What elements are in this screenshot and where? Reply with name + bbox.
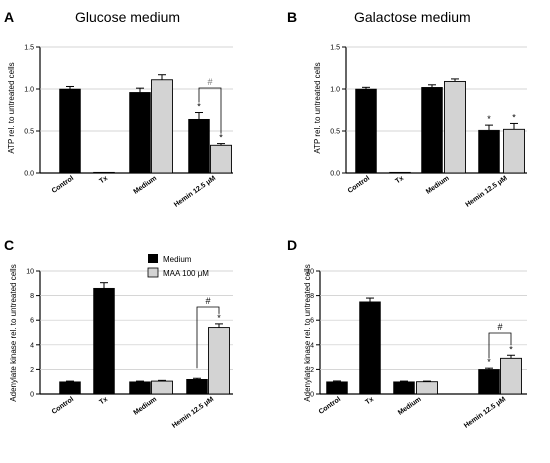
y-tick-label: 8 <box>310 293 314 300</box>
significance-star: * <box>487 357 491 367</box>
significance-star: * <box>509 344 513 354</box>
y-tick-label: 0.5 <box>24 129 34 136</box>
bar <box>326 381 348 395</box>
x-category-label: Tx <box>98 175 109 185</box>
y-axis-title: Adenylate kinase rel. to untreated cells <box>9 264 18 401</box>
x-category-label: Hemin 12.5 μM <box>463 396 507 430</box>
bar <box>393 381 415 395</box>
legend-label-medium: Medium <box>163 255 192 264</box>
y-axis-title: ATP rel. to untreated cells <box>313 62 322 153</box>
significance-hash: # <box>207 77 212 87</box>
bar <box>389 171 411 174</box>
x-category-label: Tx <box>98 396 109 406</box>
bar <box>500 357 522 395</box>
bar <box>210 144 232 174</box>
y-tick-label: 1.5 <box>24 45 34 52</box>
y-tick-label: 6 <box>310 318 314 325</box>
bar <box>359 301 381 395</box>
significance-bracket <box>196 306 220 369</box>
significance-hash: # <box>205 296 210 306</box>
x-category-label: Control <box>318 396 342 416</box>
x-category-label: Medium <box>425 175 451 196</box>
bar <box>151 79 173 174</box>
bar <box>503 128 525 174</box>
chart-marks: 0 2 4 6 8 10 Control Tx Medium Hemin 12.5 μM * # <box>26 269 233 430</box>
y-tick-label: 0 <box>310 392 314 399</box>
panel-label: B <box>287 9 297 25</box>
y-tick-label: 0.0 <box>24 171 34 178</box>
legend-label-maa: MAA 100 μM <box>163 269 209 278</box>
x-category-label: Control <box>347 175 371 195</box>
bar <box>416 381 438 395</box>
bar <box>186 378 208 395</box>
y-tick-label: 1.5 <box>330 45 340 52</box>
significance-bracket <box>198 87 222 134</box>
chart-marks: 0 2 4 6 8 10 Control Tx Medium Hemin 12.5 μM * * # <box>306 269 527 430</box>
legend-swatch-maa <box>147 267 159 278</box>
x-category-label: Hemin 12.5 μM <box>171 396 215 430</box>
panel-d: D Adenylate kinase rel. to untreated cel… <box>287 237 527 430</box>
panel-label: C <box>4 237 14 253</box>
bar <box>129 381 151 395</box>
x-category-label: Medium <box>132 396 158 417</box>
bar <box>355 88 377 174</box>
bar <box>151 380 173 395</box>
y-tick-label: 0.5 <box>330 129 340 136</box>
x-category-label: Hemin 12.5 μM <box>464 175 508 209</box>
y-tick-label: 2 <box>30 367 34 374</box>
chart-marks: 0.0 0.5 1.0 1.5 Control Tx Medium Hemin 12.5 μM… <box>24 45 233 209</box>
y-tick-label: 10 <box>306 269 314 276</box>
bar <box>188 118 210 174</box>
y-tick-label: 6 <box>30 318 34 325</box>
x-category-label: Tx <box>364 396 375 406</box>
panel-label: D <box>287 237 297 253</box>
panel-title: Glucose medium <box>75 9 180 25</box>
x-category-label: Tx <box>394 175 405 185</box>
panel-c: C Adenylate kinase rel. to untreated cel… <box>4 237 233 430</box>
bar <box>208 327 230 395</box>
legend-swatch-medium <box>148 254 158 263</box>
x-category-label: Hemin 12.5 μM <box>173 175 217 209</box>
significance-star: * <box>487 114 491 124</box>
significance-bracket <box>488 332 512 359</box>
bar <box>421 87 443 174</box>
y-tick-label: 8 <box>30 293 34 300</box>
x-category-label: Control <box>51 175 75 195</box>
significance-star: * <box>512 112 516 122</box>
y-axis-title: Adenylate kinase rel. to untreated cells <box>303 264 312 401</box>
significance-star: * <box>219 133 223 143</box>
y-tick-label: 1.0 <box>24 87 34 94</box>
bar <box>59 381 81 395</box>
y-tick-label: 0.0 <box>330 171 340 178</box>
bar <box>59 88 81 174</box>
y-tick-label: 1.0 <box>330 87 340 94</box>
significance-star: * <box>197 102 201 112</box>
legend: Medium MAA 100 μM <box>147 254 209 278</box>
bar <box>129 92 151 174</box>
y-tick-label: 4 <box>30 342 34 349</box>
x-category-label: Medium <box>132 175 158 196</box>
significance-star: * <box>217 313 221 323</box>
panel-title: Galactose medium <box>354 9 471 25</box>
y-tick-label: 10 <box>26 269 34 276</box>
bar <box>478 369 500 395</box>
y-tick-label: 4 <box>310 342 314 349</box>
panel-b: B Galactose medium ATP rel. to untreated… <box>287 9 527 209</box>
bar <box>444 80 466 174</box>
chart-marks: 0.0 0.5 1.0 1.5 Control Tx Medium Hemin 12.5 μM… <box>330 45 527 209</box>
x-category-label: Control <box>51 396 75 416</box>
significance-hash: # <box>497 322 502 332</box>
bar <box>93 171 115 174</box>
bar <box>478 129 500 174</box>
y-axis-title: ATP rel. to untreated cells <box>7 62 16 153</box>
panel-a: A Glucose medium ATP rel. to untreated c… <box>4 9 233 209</box>
y-tick-label: 2 <box>310 367 314 374</box>
bar <box>93 287 115 395</box>
panel-label: A <box>4 9 14 25</box>
y-tick-label: 0 <box>30 392 34 399</box>
x-category-label: Medium <box>397 396 423 417</box>
